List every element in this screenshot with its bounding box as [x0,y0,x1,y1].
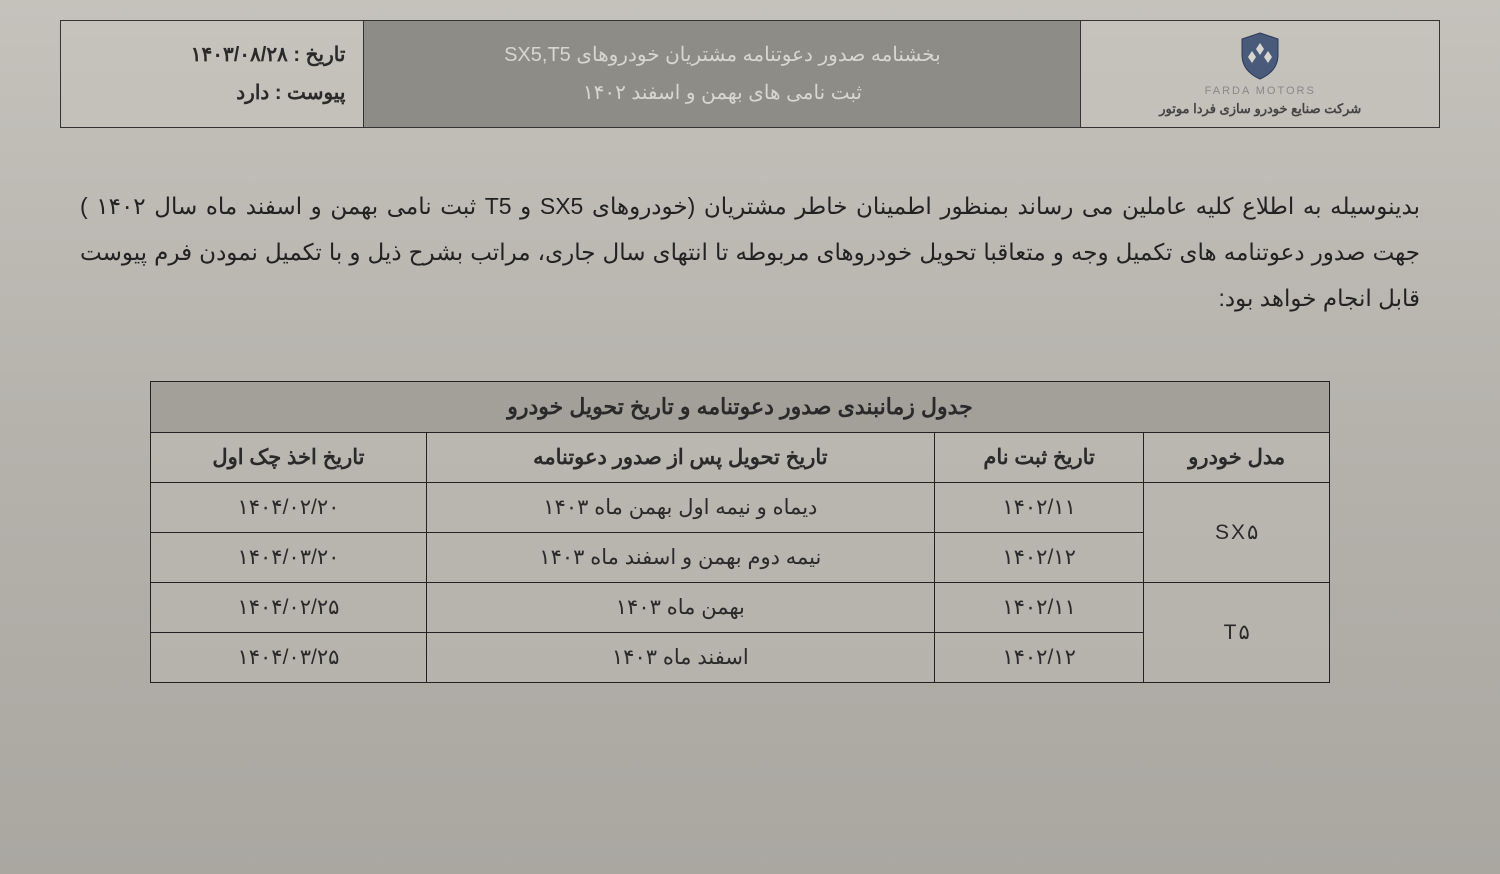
brand-name-fa: شرکت صنایع خودرو سازی فردا موتور [1099,101,1421,117]
col-first-cheque: تاریخ اخذ چک اول [151,433,427,483]
company-shield-icon [1238,31,1282,81]
schedule-table-wrap: جدول زمانبندی صدور دعوتنامه و تاریخ تحوی… [60,381,1440,683]
date-value: ۱۴۰۳/۰۸/۲۸ [191,44,288,66]
date-row: تاریخ : ۱۴۰۳/۰۸/۲۸ [79,36,345,74]
attachment-row: پیوست : دارد [79,74,345,112]
date-label: تاریخ : [293,44,345,66]
schedule-table: جدول زمانبندی صدور دعوتنامه و تاریخ تحوی… [150,381,1330,683]
title-line-1: بخشنامه صدور دعوتنامه مشتریان خودروهای S… [382,36,1062,74]
cell-reg: ۱۴۰۲/۱۲ [934,533,1144,583]
cell-delivery: نیمه دوم بهمن و اسفند ماه ۱۴۰۳ [426,533,934,583]
cell-model: SX۵ [1144,483,1330,583]
col-delivery: تاریخ تحویل پس از صدور دعوتنامه [426,433,934,483]
cell-delivery: دیماه و نیمه اول بهمن ماه ۱۴۰۳ [426,483,934,533]
document-page: FARDA MOTORS شرکت صنایع خودرو سازی فردا … [0,0,1500,874]
attachment-value: دارد [236,82,269,104]
letterhead-meta: تاریخ : ۱۴۰۳/۰۸/۲۸ پیوست : دارد [61,21,364,128]
cell-cheque: ۱۴۰۴/۰۲/۲۵ [151,583,427,633]
letterhead: FARDA MOTORS شرکت صنایع خودرو سازی فردا … [60,20,1440,128]
cell-reg: ۱۴۰۲/۱۱ [934,483,1144,533]
body-paragraph: بدینوسیله به اطلاع کلیه عاملین می رساند … [60,183,1440,321]
col-reg-date: تاریخ ثبت نام [934,433,1144,483]
cell-delivery: اسفند ماه ۱۴۰۳ [426,633,934,683]
table-header-row: مدل خودرو تاریخ ثبت نام تاریخ تحویل پس ا… [151,433,1330,483]
attachment-label: پیوست : [275,82,346,104]
cell-cheque: ۱۴۰۴/۰۳/۲۵ [151,633,427,683]
col-model: مدل خودرو [1144,433,1330,483]
letterhead-title: بخشنامه صدور دعوتنامه مشتریان خودروهای S… [364,21,1081,128]
cell-cheque: ۱۴۰۴/۰۲/۲۰ [151,483,427,533]
cell-model: T۵ [1144,583,1330,683]
table-row: SX۵ ۱۴۰۲/۱۱ دیماه و نیمه اول بهمن ماه ۱۴… [151,483,1330,533]
cell-cheque: ۱۴۰۴/۰۳/۲۰ [151,533,427,583]
table-row: T۵ ۱۴۰۲/۱۱ بهمن ماه ۱۴۰۳ ۱۴۰۴/۰۲/۲۵ [151,583,1330,633]
company-logo-cell: FARDA MOTORS شرکت صنایع خودرو سازی فردا … [1081,21,1440,128]
brand-name-en: FARDA MOTORS [1099,85,1421,97]
cell-reg: ۱۴۰۲/۱۱ [934,583,1144,633]
table-title: جدول زمانبندی صدور دعوتنامه و تاریخ تحوی… [151,382,1330,433]
cell-reg: ۱۴۰۲/۱۲ [934,633,1144,683]
cell-delivery: بهمن ماه ۱۴۰۳ [426,583,934,633]
title-line-2: ثبت نامی های بهمن و اسفند ۱۴۰۲ [382,74,1062,112]
